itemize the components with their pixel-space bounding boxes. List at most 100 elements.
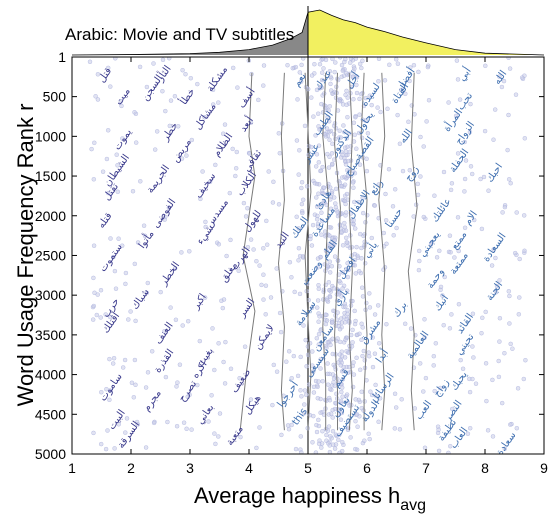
data-point <box>299 394 304 399</box>
data-point <box>242 344 248 349</box>
data-point <box>337 289 342 294</box>
data-point <box>276 131 281 136</box>
data-point <box>141 223 147 228</box>
data-point <box>93 94 98 99</box>
data-point <box>110 361 116 366</box>
data-point <box>338 381 344 387</box>
data-point <box>296 245 302 251</box>
data-point <box>479 226 485 232</box>
data-point <box>344 102 349 108</box>
data-point <box>473 381 479 386</box>
data-point <box>373 382 378 388</box>
data-point <box>387 62 392 68</box>
x-tick-label: 8 <box>481 460 489 476</box>
decile-line-70pct <box>360 72 368 431</box>
data-point <box>319 188 325 193</box>
data-point <box>120 136 125 141</box>
data-point <box>327 119 332 124</box>
data-point <box>372 203 377 208</box>
data-point <box>431 363 436 368</box>
data-point <box>92 140 97 146</box>
data-point <box>345 261 350 266</box>
data-point <box>422 335 427 340</box>
x-tick-label: 3 <box>186 460 194 476</box>
data-point <box>455 215 461 220</box>
data-point <box>206 419 211 424</box>
data-point <box>270 402 275 408</box>
data-point <box>406 119 411 125</box>
data-point <box>138 179 143 184</box>
data-point <box>210 326 215 331</box>
data-point <box>337 98 342 104</box>
data-point <box>224 253 229 259</box>
data-point <box>212 431 217 436</box>
data-point <box>221 359 226 365</box>
data-point <box>112 446 117 451</box>
data-point <box>328 434 333 439</box>
data-point <box>344 235 349 241</box>
word-label-low: ميت <box>113 86 132 107</box>
data-point <box>323 312 328 317</box>
data-point <box>326 340 332 345</box>
data-point <box>261 297 266 302</box>
data-point <box>369 235 374 241</box>
data-point <box>353 446 358 452</box>
data-point <box>448 187 454 193</box>
data-point <box>317 127 322 132</box>
data-point <box>330 57 335 62</box>
data-point <box>338 417 344 422</box>
data-point <box>359 65 364 71</box>
data-point <box>313 450 319 454</box>
data-point <box>144 290 150 296</box>
data-point <box>339 353 345 359</box>
data-point <box>104 387 109 392</box>
data-point <box>367 305 373 310</box>
data-point <box>345 311 350 317</box>
data-point <box>230 65 236 71</box>
data-point <box>514 210 519 215</box>
data-point <box>152 147 158 152</box>
data-point <box>91 430 96 436</box>
data-point <box>89 146 94 152</box>
data-point <box>472 217 477 223</box>
data-point <box>180 67 185 73</box>
data-point <box>274 266 279 271</box>
data-point <box>133 318 138 324</box>
data-point <box>327 449 333 454</box>
data-point <box>470 344 475 349</box>
data-point <box>314 164 319 169</box>
data-point <box>294 214 299 220</box>
data-point <box>151 420 157 426</box>
data-point <box>357 96 362 102</box>
data-point <box>310 440 315 445</box>
data-point <box>505 147 510 153</box>
data-point <box>113 286 119 291</box>
data-point <box>306 86 311 92</box>
data-point <box>365 212 370 218</box>
data-point <box>302 388 308 393</box>
data-point <box>418 134 423 140</box>
data-point <box>285 62 290 68</box>
data-point <box>91 177 97 182</box>
data-point <box>316 417 321 423</box>
data-point <box>216 100 221 105</box>
data-point <box>270 200 276 205</box>
data-point <box>441 169 447 175</box>
data-point <box>203 224 208 230</box>
data-point <box>333 60 338 65</box>
data-point <box>325 114 330 120</box>
data-point <box>213 162 218 168</box>
data-point <box>370 364 376 370</box>
data-point <box>347 319 352 324</box>
data-point <box>344 349 349 354</box>
data-point <box>304 364 309 369</box>
data-point <box>163 214 168 220</box>
word-label-high: أبدا <box>373 346 392 365</box>
word-label-low: القذرة <box>152 347 176 375</box>
x-axis: 1 2 3 4 5 6 7 8 9 <box>68 57 548 476</box>
data-point <box>329 189 335 194</box>
data-point <box>316 331 322 337</box>
data-point <box>175 124 181 129</box>
data-point <box>499 84 505 90</box>
